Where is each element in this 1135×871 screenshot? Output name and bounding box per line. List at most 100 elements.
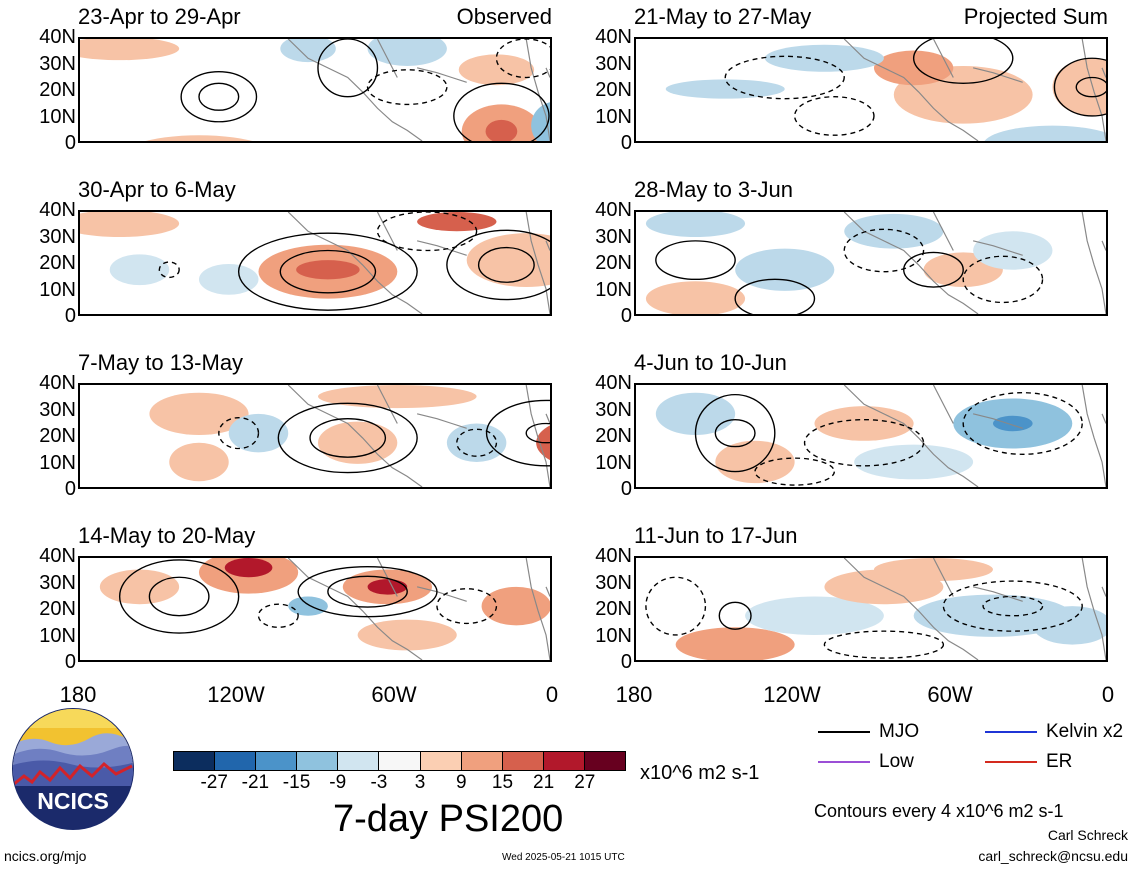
lat-label-left-0-2: 20N [39,79,76,101]
panel-title-left-2: 7-May to 13-May [78,350,244,375]
colorbar-swatch [379,752,421,770]
mjo-contour [376,212,478,252]
lat-label-left-3-1: 30N [39,571,76,594]
anomaly-blob [198,263,259,295]
mjo-contour [1053,57,1106,117]
mjo-contour [218,417,260,450]
map-panel-left-0 [78,37,552,143]
lat-label-left-1-1: 30N [39,225,76,248]
anomaly-blob [296,260,360,280]
footer-url[interactable]: ncics.org/mjo [4,848,87,864]
mjo-contour [1075,76,1106,98]
anomaly-blob [317,421,398,464]
lat-label-left-2-2: 20N [39,425,76,447]
lat-label-right-1-1: 30N [595,225,632,248]
lat-label-left-0-4: 0 [64,132,76,154]
lat-label-left-0-3: 10N [39,105,76,128]
mjo-contour [453,82,550,141]
anomaly-blob [149,392,249,436]
lon-label-120w-left: 120W [207,682,265,707]
mjo-contour [942,580,1083,632]
lat-label-left-1-4: 0 [64,305,76,327]
lat-label-right-3-3: 10N [595,624,632,647]
lat-label-right-2-1: 30N [595,398,632,421]
mjo-contour [198,82,240,111]
legend-label-kelvin: Kelvin x2 [1046,721,1124,742]
lat-label-left-3-2: 20N [39,598,76,620]
lat-label-right-2-2: 20N [595,425,632,447]
footer-timestamp: Wed 2025-05-21 1015 UTC [502,852,625,863]
anomaly-blob [735,248,835,291]
panel-title-left-0: 23-Apr to 29-Apr [78,4,241,29]
panel-title-left-1: 30-Apr to 6-May [78,177,236,202]
mjo-contour [277,402,418,474]
mjo-contour [279,249,377,294]
main-title: 7-day PSI200 [333,798,564,840]
mjo-contour [525,422,550,444]
lat-label-right-1-3: 10N [595,278,632,301]
colorbar-swatch [502,752,544,770]
colorbar-units: x10^6 m2 s-1 [640,762,760,784]
anomaly-blob [854,444,974,480]
lon-label-120w-right: 120W [763,682,821,707]
anomaly-blob [814,406,914,441]
logo-text: NCICS [37,788,109,814]
coastline [843,558,1106,660]
map-panel-right-2 [634,383,1108,489]
lon-label-60w-right: 60W [927,682,973,707]
mjo-contour [495,39,550,79]
mjo-contour [714,418,756,448]
colorbar-label: -21 [241,772,270,793]
mjo-contour [903,251,964,288]
panel-title-left-3: 14-May to 20-May [78,523,256,548]
shading-left-0 [80,39,550,141]
legend-label-low: Low [879,751,914,772]
mjo-contour [297,565,438,618]
map-panel-left-2 [78,383,552,489]
coastline [843,212,1106,314]
shading-right-3 [675,558,1106,660]
lat-label-right-0-0: 40N [595,26,632,48]
colorbar-swatch [256,752,298,770]
mjo-contour [148,576,210,617]
lat-label-left-2-4: 0 [64,478,76,500]
anomaly-blob [1052,58,1106,116]
lat-label-right-2-3: 10N [595,451,632,474]
lat-label-left-3-3: 10N [39,624,76,647]
legend-line-mjo [818,731,870,733]
mjo-contour [734,278,816,314]
anomaly-blob [715,440,795,484]
lat-label-left-2-1: 30N [39,398,76,421]
lat-label-right-3-4: 0 [620,651,632,673]
mjo-contour [843,228,925,273]
mjo-contour [962,255,1044,304]
shading-right-0 [665,44,1106,141]
colorbar-label: -3 [370,772,388,793]
lat-label-right-0-4: 0 [620,132,632,154]
panel-tag-left-0: Observed [456,4,552,29]
colorbar-label: 27 [574,772,596,793]
mjo-contour [309,418,387,458]
lat-label-right-3-2: 20N [595,598,632,620]
lat-label-left-1-3: 10N [39,278,76,301]
lon-label-60w-left: 60W [371,682,417,707]
footer-email[interactable]: carl_schreck@ncsu.edu [978,848,1128,864]
colorbar [173,751,626,771]
lat-label-right-3-0: 40N [595,545,632,567]
panel-title-right-0: 21-May to 27-May [634,4,812,29]
colorbar-label: -9 [329,772,347,793]
shading-left-2 [149,385,550,482]
anomaly-blob [288,596,328,616]
lat-label-right-0-3: 10N [595,105,632,128]
coastline [287,39,550,141]
anomaly-blob [481,586,550,626]
colorbar-swatch [174,752,216,770]
colorbar-swatch [584,752,626,770]
lon-label-0-left: 0 [545,682,559,707]
anomaly-blob [145,135,253,141]
mjo-contour [694,393,776,473]
mjo-contour [317,39,379,98]
colorbar-swatch [420,752,462,770]
shading-left-1 [80,212,550,299]
anomaly-blob [984,125,1106,141]
